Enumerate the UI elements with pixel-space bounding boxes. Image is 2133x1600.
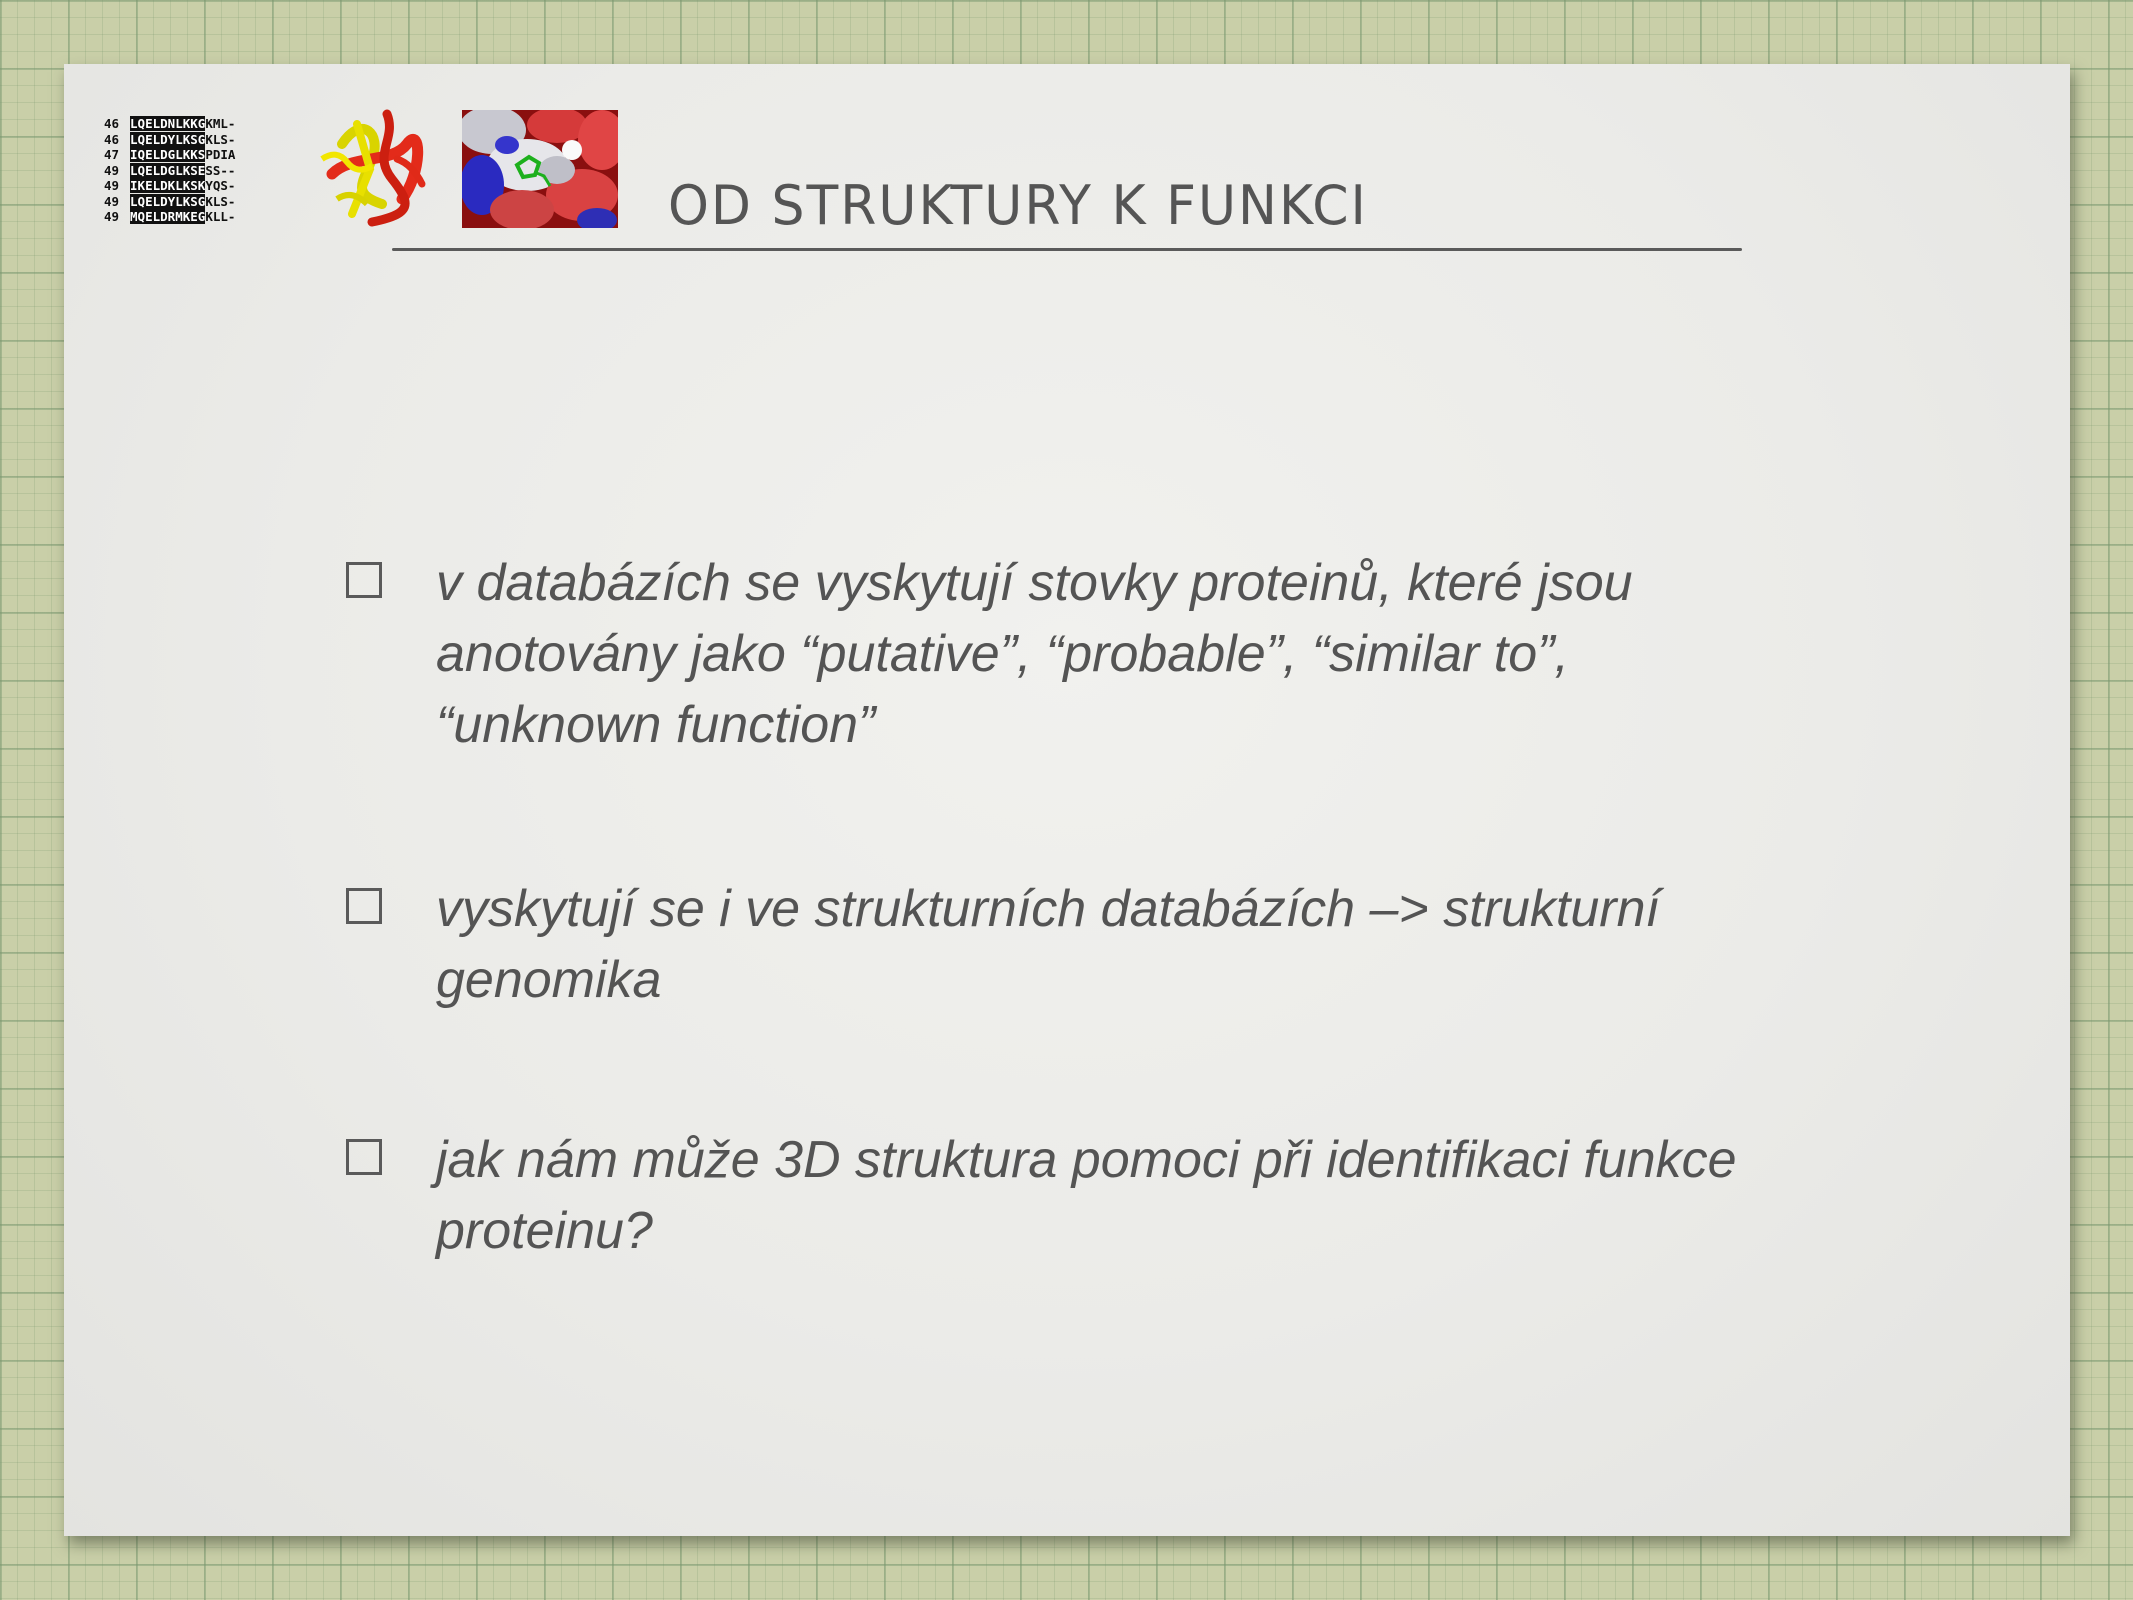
- alignment-row-sequence: MQELDRMKEGKLL-: [130, 209, 236, 224]
- list-item: jak nám může 3D struktura pomoci při ide…: [346, 1125, 1796, 1267]
- alignment-row: 47 IQELDGLKKSPDIA: [104, 147, 292, 163]
- bullet-text: jak nám může 3D struktura pomoci při ide…: [436, 1131, 1737, 1260]
- bullet-text: v databázích se vyskytují stovky protein…: [436, 554, 1633, 754]
- alignment-row-sequence: LQELDYLKSGKLS-: [130, 131, 236, 147]
- alignment-row: 46 LQELDNLKKGKML-: [104, 116, 292, 132]
- alignment-row-number: 47: [104, 147, 120, 162]
- protein-surface-image: [462, 110, 618, 228]
- list-item: v databázích se vyskytují stovky protein…: [346, 548, 1796, 761]
- protein-ribbon-structure-image: [320, 109, 426, 227]
- page-title: OD STRUKTURY K FUNKCI: [668, 174, 1368, 238]
- alignment-row: 49 LQELDGLKSESS--: [104, 162, 292, 179]
- alignment-row-number: 46: [104, 116, 120, 131]
- alignment-row-sequence: IKELDKLKSKYQS-: [130, 178, 236, 193]
- alignment-row-number: 49: [104, 178, 120, 193]
- list-item: vyskytují se i ve strukturních databázíc…: [346, 874, 1796, 1016]
- alignment-row-number: 46: [104, 131, 120, 147]
- alignment-row-number: 49: [104, 193, 120, 209]
- slide: 46 LQELDNLKKGKML- 46 LQELDYLKSGKLS- 47 IQELDG…: [64, 64, 2070, 1536]
- alignment-row: 49 MQELDRMKEGKLL-: [104, 209, 292, 225]
- checkbox-icon: [346, 562, 382, 598]
- alignment-row-sequence: IQELDGLKKSPDIA: [130, 147, 236, 162]
- bullet-list: v databázích se vyskytují stovky protein…: [346, 548, 1796, 1267]
- alignment-row-sequence: LQELDNLKKGKML-: [130, 116, 236, 131]
- title-underline: [392, 248, 1742, 251]
- alignment-row: 46 LQELDYLKSGKLS-: [104, 131, 292, 148]
- checkbox-icon: [346, 888, 382, 924]
- alignment-row: 49 LQELDYLKSGKLS-: [104, 193, 292, 210]
- checkbox-icon: [346, 1139, 382, 1175]
- alignment-row-sequence: LQELDYLKSGKLS-: [130, 193, 236, 209]
- sequence-alignment-image: 46 LQELDNLKKGKML- 46 LQELDYLKSGKLS- 47 IQELDG…: [104, 116, 292, 225]
- alignment-row: 49 IKELDKLKSKYQS-: [104, 178, 292, 194]
- alignment-row-sequence: LQELDGLKSESS--: [130, 162, 236, 178]
- alignment-row-number: 49: [104, 209, 120, 224]
- bullet-text: vyskytují se i ve strukturních databázíc…: [436, 880, 1660, 1009]
- alignment-row-number: 49: [104, 162, 120, 178]
